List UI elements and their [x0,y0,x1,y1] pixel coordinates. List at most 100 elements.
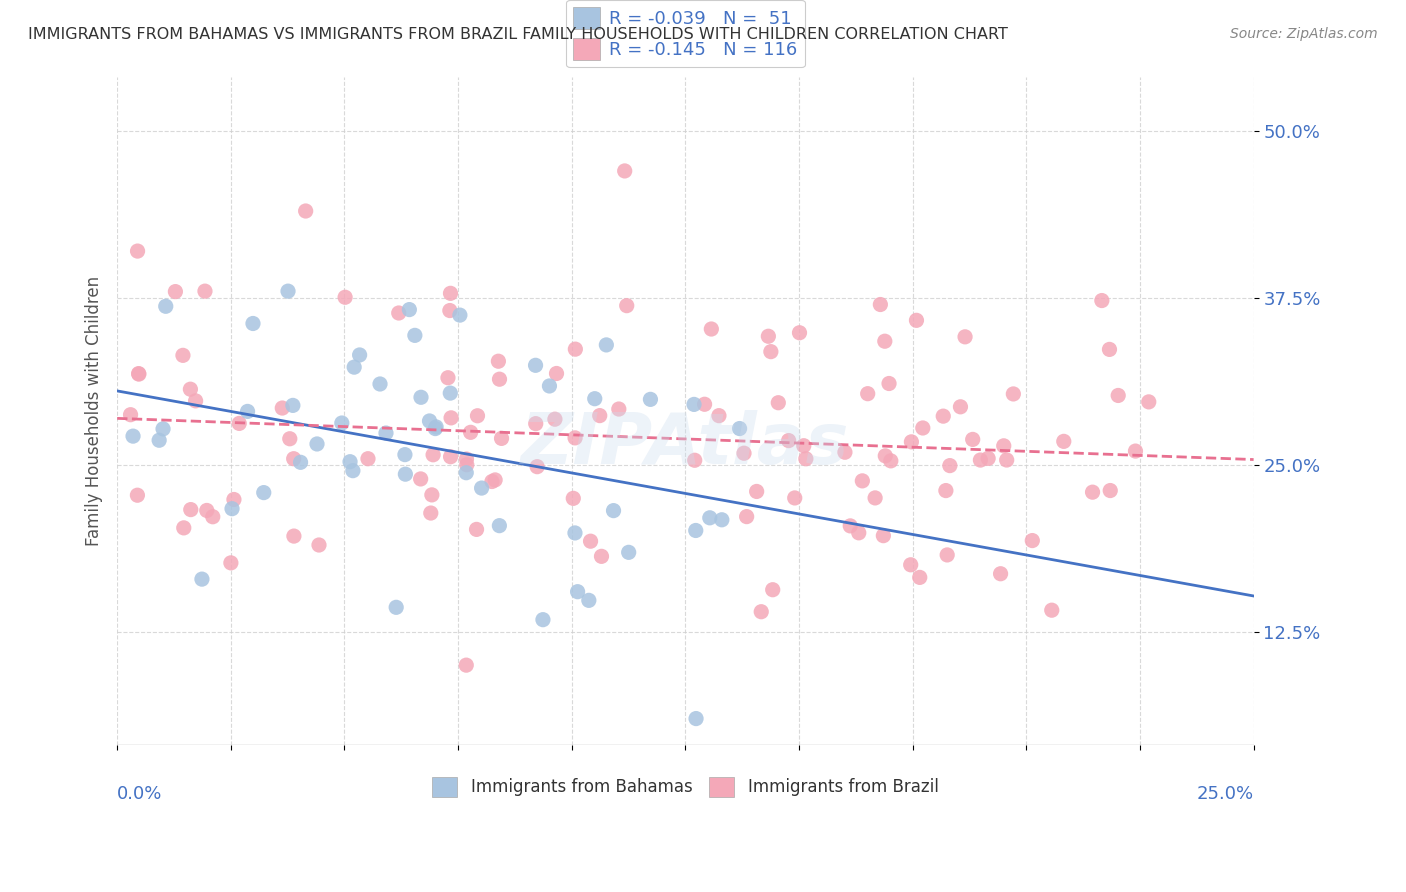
Point [1098,343,1121,357]
Point [591,549,613,564]
Point [564,342,586,356]
Point [953,330,976,344]
Point [222,492,245,507]
Point [420,488,443,502]
Point [640,392,662,407]
Point [409,390,432,404]
Point [939,458,962,473]
Point [439,286,461,301]
Point [707,409,730,423]
Point [783,491,806,505]
Point [343,360,366,375]
Point [165,285,187,299]
Point [120,408,142,422]
Point [357,451,380,466]
Point [710,513,733,527]
Legend: Immigrants from Bahamas, Immigrants from Brazil: Immigrants from Bahamas, Immigrants from… [426,770,945,804]
Point [281,398,304,412]
Point [759,344,782,359]
Point [578,593,600,607]
Point [589,409,612,423]
Point [1137,395,1160,409]
Point [977,451,1000,466]
Point [201,509,224,524]
Point [456,466,478,480]
Point [271,401,294,415]
Point [877,376,900,391]
Point [333,290,356,304]
Point [1099,483,1122,498]
Point [122,429,145,443]
Point [385,600,408,615]
Point [290,455,312,469]
Point [467,409,489,423]
Point [471,481,494,495]
Point [339,455,361,469]
Point [155,299,177,313]
Point [932,409,955,424]
Point [562,491,585,506]
Point [728,421,751,435]
Point [294,204,316,219]
Point [253,485,276,500]
Point [789,326,811,340]
Point [437,370,460,384]
Y-axis label: Family Households with Children: Family Households with Children [86,277,103,547]
Point [793,439,815,453]
Text: 0.0%: 0.0% [117,785,163,804]
Point [481,475,503,489]
Point [839,519,862,533]
Point [375,425,398,440]
Point [875,449,897,463]
Point [538,379,561,393]
Point [425,420,447,434]
Point [911,421,934,435]
Point [184,393,207,408]
Point [993,439,1015,453]
Point [962,433,984,447]
Point [546,367,568,381]
Point [488,372,510,386]
Point [1040,603,1063,617]
Point [180,502,202,516]
Point [872,529,894,543]
Point [330,416,353,430]
Point [869,297,891,311]
Point [1125,444,1147,458]
Point [995,453,1018,467]
Point [602,503,624,517]
Point [693,397,716,411]
Point [228,417,250,431]
Point [526,459,548,474]
Point [778,434,800,448]
Point [524,417,547,431]
Point [394,448,416,462]
Point [425,421,447,435]
Point [700,322,723,336]
Point [491,431,513,445]
Text: IMMIGRANTS FROM BAHAMAS VS IMMIGRANTS FROM BRAZIL FAMILY HOUSEHOLDS WITH CHILDRE: IMMIGRANTS FROM BAHAMAS VS IMMIGRANTS FR… [28,27,1008,42]
Point [936,548,959,562]
Point [969,453,991,467]
Point [398,302,420,317]
Point [439,450,461,464]
Point [283,451,305,466]
Point [342,464,364,478]
Point [851,474,873,488]
Point [935,483,957,498]
Point [908,570,931,584]
Point [409,472,432,486]
Point [388,306,411,320]
Point [685,524,707,538]
Point [308,538,330,552]
Point [456,658,478,673]
Point [733,446,755,460]
Point [418,414,440,428]
Point [242,317,264,331]
Point [1081,485,1104,500]
Point [756,329,779,343]
Point [794,451,817,466]
Point [990,566,1012,581]
Point [567,584,589,599]
Point [173,521,195,535]
